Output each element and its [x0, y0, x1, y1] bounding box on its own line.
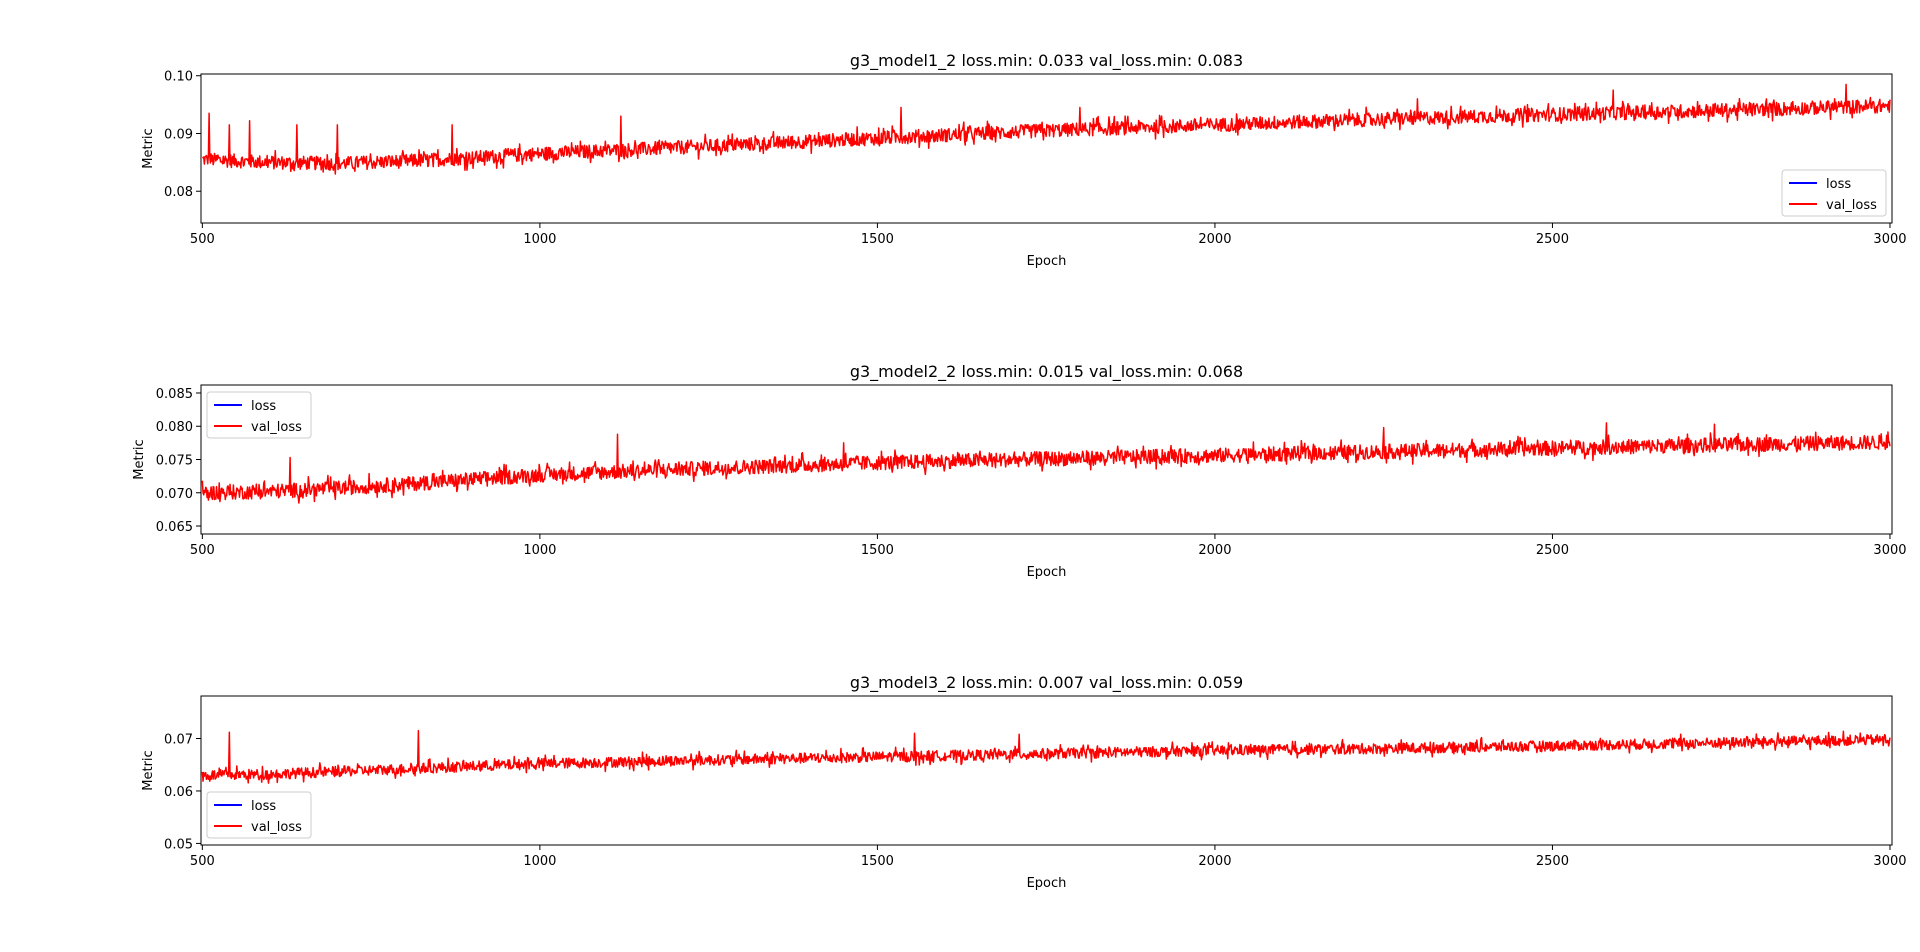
axes-frame: [200, 695, 1893, 846]
legend-label-loss: loss: [251, 399, 276, 414]
x-tick-label: 2000: [1198, 232, 1231, 247]
y-tick-label: 0.10: [164, 70, 193, 85]
x-tick-label: 1000: [523, 543, 556, 558]
y-axis-label: Metric: [141, 128, 156, 168]
legend-label-val-loss: val_loss: [1826, 198, 1877, 213]
x-tick-label: 2500: [1536, 854, 1569, 869]
y-tick-label: 0.06: [164, 785, 193, 800]
chart-title: g3_model2_2 loss.min: 0.015 val_loss.min…: [850, 362, 1243, 382]
legend-label-val-loss: val_loss: [251, 420, 302, 435]
y-tick-label: 0.065: [156, 520, 193, 535]
x-tick-label: 500: [190, 854, 215, 869]
plot-area: [202, 83, 1891, 175]
legend-label-loss: loss: [1826, 177, 1851, 192]
x-tick-label: 2000: [1198, 543, 1231, 558]
legend: loss val_loss: [206, 791, 312, 839]
y-tick-label: 0.08: [164, 185, 193, 200]
subplot-2: g3_model2_2 loss.min: 0.015 val_loss.min…: [132, 362, 1907, 580]
x-tick-label: 2500: [1536, 232, 1569, 247]
y-tick-label: 0.075: [156, 454, 193, 469]
x-tick-label: 2000: [1198, 854, 1231, 869]
y-tick-label: 0.09: [164, 127, 193, 142]
x-tick-label: 500: [190, 543, 215, 558]
x-tick-label: 1500: [861, 543, 894, 558]
chart-title: g3_model3_2 loss.min: 0.007 val_loss.min…: [850, 673, 1243, 693]
legend-label-loss: loss: [251, 799, 276, 814]
x-tick-label: 2500: [1536, 543, 1569, 558]
plot-area: [201, 422, 1891, 504]
series-line-val-loss: [202, 83, 1891, 175]
x-axis-label: Epoch: [1027, 876, 1067, 891]
legend-label-val-loss: val_loss: [251, 820, 302, 835]
x-tick-label: 1000: [523, 232, 556, 247]
y-tick-label: 0.070: [156, 487, 193, 502]
x-axis-label: Epoch: [1027, 565, 1067, 580]
x-tick-label: 1500: [861, 854, 894, 869]
y-tick-label: 0.080: [156, 420, 193, 435]
plot-area: [201, 729, 1891, 784]
subplot-1: g3_model1_2 loss.min: 0.033 val_loss.min…: [141, 51, 1907, 269]
y-tick-label: 0.07: [164, 732, 193, 747]
series-line-val-loss: [201, 729, 1891, 784]
y-axis-label: Metric: [132, 439, 147, 479]
legend: loss val_loss: [1781, 169, 1887, 217]
chart-title: g3_model1_2 loss.min: 0.033 val_loss.min…: [850, 51, 1243, 71]
y-tick-label: 0.05: [164, 837, 193, 852]
x-axis-label: Epoch: [1027, 254, 1067, 269]
axes-frame: [200, 73, 1893, 224]
legend: loss val_loss: [206, 391, 312, 439]
y-axis-label: Metric: [141, 750, 156, 790]
y-tick-label: 0.085: [156, 387, 193, 402]
x-tick-label: 3000: [1873, 854, 1906, 869]
series-line-val-loss: [201, 422, 1891, 504]
x-tick-label: 1000: [523, 854, 556, 869]
x-tick-label: 3000: [1873, 232, 1906, 247]
x-tick-label: 500: [190, 232, 215, 247]
x-tick-label: 1500: [861, 232, 894, 247]
x-tick-label: 3000: [1873, 543, 1906, 558]
subplot-3: g3_model3_2 loss.min: 0.007 val_loss.min…: [141, 673, 1907, 891]
